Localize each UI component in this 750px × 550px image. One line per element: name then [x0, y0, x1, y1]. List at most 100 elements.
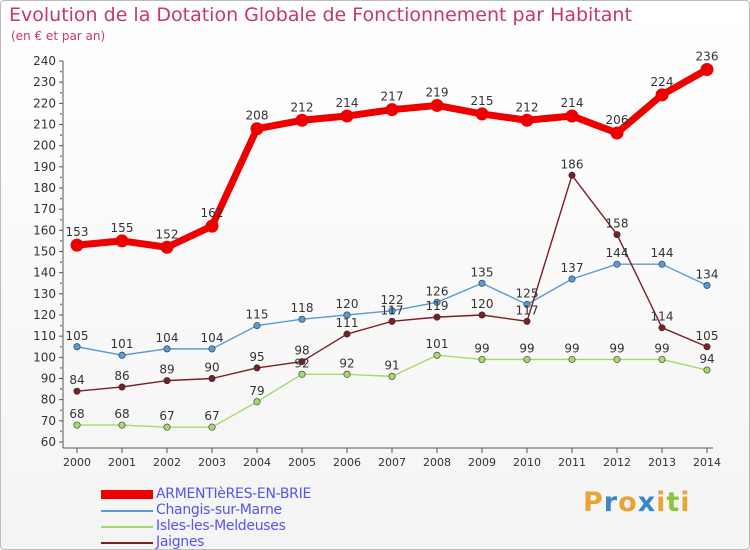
x-tick-label: 2014 — [693, 456, 721, 469]
data-label-isles-les-meldeuses: 92 — [294, 356, 309, 370]
y-minor-tick — [60, 218, 62, 221]
y-minor-tick — [60, 134, 62, 136]
data-label-isles-les-meldeuses: 67 — [204, 409, 219, 423]
data-label-changis-sur-marne: 115 — [246, 308, 269, 322]
data-label-isles-les-meldeuses: 91 — [384, 358, 399, 372]
x-tick-label: 2005 — [288, 456, 316, 469]
y-minor-tick — [60, 240, 62, 242]
data-point-isles-les-meldeuses — [703, 366, 711, 374]
data-point-changis-sur-marne — [253, 322, 261, 330]
data-label-isles-les-meldeuses: 99 — [609, 341, 624, 355]
data-label-changis-sur-marne: 137 — [561, 261, 584, 275]
data-point-jaignes — [118, 383, 126, 391]
y-minor-tick — [60, 70, 62, 73]
chart-subtitle: (en € et par an) — [11, 29, 106, 43]
data-point-changis-sur-marne — [433, 298, 441, 306]
data-label-armenti-res-en-brie: 219 — [426, 85, 449, 99]
y-minor-tick — [60, 324, 62, 327]
y-tick-label: 160 — [33, 223, 56, 237]
data-label-isles-les-meldeuses: 99 — [474, 341, 489, 355]
x-tick-label: 2013 — [648, 456, 676, 469]
data-point-isles-les-meldeuses — [388, 372, 396, 380]
data-label-armenti-res-en-brie: 212 — [291, 100, 314, 114]
y-minor-tick — [60, 91, 62, 94]
data-label-changis-sur-marne: 122 — [381, 293, 404, 307]
data-point-isles-les-meldeuses — [343, 370, 351, 378]
data-label-changis-sur-marne: 144 — [606, 246, 629, 260]
y-minor-tick — [60, 303, 62, 306]
proxiti-logo: Proxiti — [583, 487, 691, 518]
data-label-jaignes: 117 — [381, 303, 404, 317]
data-label-armenti-res-en-brie: 217 — [381, 90, 404, 104]
data-label-isles-les-meldeuses: 79 — [249, 384, 264, 398]
logo-letter: t — [666, 487, 681, 518]
y-tick-label: 120 — [33, 308, 56, 322]
data-point-changis-sur-marne — [568, 275, 576, 283]
data-point-isles-les-meldeuses — [298, 370, 306, 378]
data-label-armenti-res-en-brie: 153 — [66, 225, 89, 239]
legend-label: ARMENTIèRES-EN-BRIE — [156, 486, 311, 502]
x-tick-label: 2012 — [603, 456, 631, 469]
data-label-isles-les-meldeuses: 68 — [69, 407, 84, 421]
data-label-isles-les-meldeuses: 68 — [114, 407, 129, 421]
data-label-changis-sur-marne: 134 — [696, 267, 719, 281]
data-point-changis-sur-marne — [658, 260, 666, 268]
data-point-changis-sur-marne — [208, 345, 216, 353]
legend-swatch — [101, 490, 153, 499]
data-point-jaignes — [163, 377, 171, 385]
logo-letter: o — [618, 487, 638, 518]
data-label-jaignes: 186 — [561, 157, 584, 171]
logo-letter: i — [680, 487, 691, 518]
data-label-changis-sur-marne: 125 — [516, 286, 539, 300]
legend-swatch — [101, 526, 153, 528]
data-point-armenti-res-en-brie — [385, 103, 399, 117]
data-label-armenti-res-en-brie: 155 — [111, 221, 134, 235]
data-point-isles-les-meldeuses — [433, 351, 441, 359]
data-point-isles-les-meldeuses — [118, 421, 126, 429]
y-tick-label: 220 — [33, 96, 56, 110]
data-label-armenti-res-en-brie: 212 — [516, 100, 539, 114]
data-label-isles-les-meldeuses: 92 — [339, 356, 354, 370]
data-point-isles-les-meldeuses — [613, 355, 621, 363]
data-label-armenti-res-en-brie: 224 — [651, 75, 674, 89]
y-minor-tick — [60, 409, 62, 412]
data-point-jaignes — [703, 343, 711, 351]
data-point-armenti-res-en-brie — [295, 113, 309, 127]
data-label-jaignes: 98 — [294, 344, 309, 358]
data-point-armenti-res-en-brie — [475, 107, 489, 121]
data-label-changis-sur-marne: 135 — [471, 265, 494, 279]
data-label-changis-sur-marne: 104 — [201, 331, 224, 345]
data-point-jaignes — [388, 317, 396, 325]
x-tick-label: 2000 — [63, 456, 91, 469]
data-point-changis-sur-marne — [613, 260, 621, 268]
y-minor-tick — [60, 345, 62, 348]
data-label-changis-sur-marne: 120 — [336, 297, 359, 311]
data-label-jaignes: 114 — [651, 310, 674, 324]
logo-letter: i — [656, 487, 667, 518]
data-point-changis-sur-marne — [388, 307, 396, 315]
data-point-isles-les-meldeuses — [253, 398, 261, 406]
y-tick-label: 190 — [33, 160, 56, 174]
data-label-changis-sur-marne: 118 — [291, 301, 314, 315]
y-minor-tick — [60, 282, 62, 285]
data-label-jaignes: 95 — [249, 350, 264, 364]
data-point-jaignes — [298, 358, 306, 366]
data-label-jaignes: 86 — [114, 369, 129, 383]
data-label-armenti-res-en-brie: 214 — [561, 96, 584, 110]
data-point-jaignes — [208, 374, 216, 382]
data-label-armenti-res-en-brie: 206 — [606, 113, 629, 127]
data-point-changis-sur-marne — [343, 311, 351, 319]
y-minor-tick — [60, 388, 62, 390]
data-point-jaignes — [253, 364, 261, 372]
y-tick-label: 70 — [41, 414, 56, 428]
data-point-changis-sur-marne — [163, 345, 171, 353]
data-point-armenti-res-en-brie — [700, 62, 714, 76]
x-tick-label: 2003 — [198, 456, 226, 469]
x-tick-label: 2010 — [513, 456, 541, 469]
data-point-isles-les-meldeuses — [73, 421, 81, 429]
data-point-armenti-res-en-brie — [610, 126, 624, 140]
data-label-isles-les-meldeuses: 99 — [519, 341, 534, 355]
y-minor-tick — [60, 430, 62, 433]
data-point-jaignes — [658, 324, 666, 332]
